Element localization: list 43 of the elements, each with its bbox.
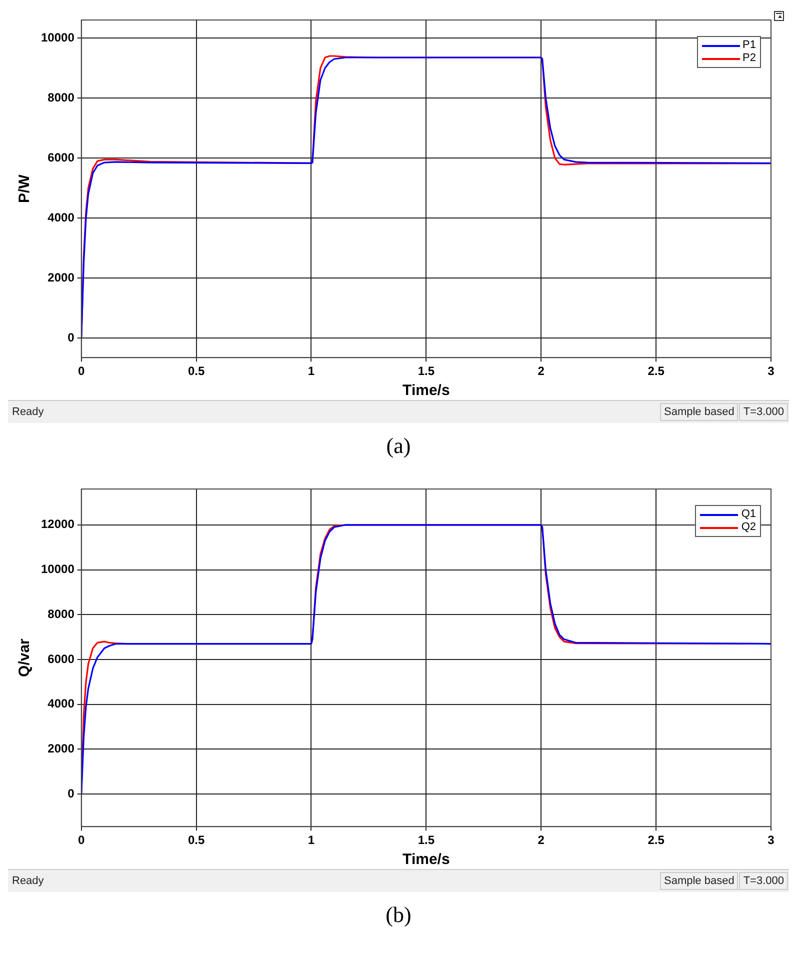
y-tick-label: 0 [68, 330, 75, 344]
y-tick-label: 10000 [40, 562, 75, 576]
x-tick-label: 0 [78, 833, 86, 848]
x-tick-label: 2.5 [648, 833, 665, 848]
x-tick-label: 2 [538, 833, 545, 848]
text: Sample based [660, 872, 738, 890]
legend-label: P1 [742, 39, 756, 52]
y-tick-label: 0 [68, 786, 75, 800]
x-tick-label: 0.5 [188, 364, 205, 378]
legend-label: P2 [742, 52, 756, 65]
legend-label: Q1 [741, 508, 756, 521]
text: Sample based [660, 403, 738, 421]
x-tick-label: 1.5 [418, 833, 435, 848]
y-tick-label: 2000 [48, 270, 75, 284]
x-tick-label: 1 [308, 833, 315, 848]
y-tick-label: 2000 [48, 742, 75, 756]
x-tick-label: 2.5 [648, 364, 665, 378]
x-tick-label: 0.5 [188, 833, 205, 848]
text: T=3.000 [739, 403, 788, 421]
y-axis-title: P/W [16, 174, 34, 203]
legend-label: Q2 [741, 521, 756, 534]
x-tick-label: 0 [78, 364, 86, 378]
x-tick-label: 1 [308, 364, 315, 378]
x-axis-title: Time/s [402, 851, 450, 868]
y-tick-label: 10000 [40, 30, 75, 44]
x-axis-title: Time/s [402, 382, 450, 400]
y-axis-title: Q/var [16, 638, 34, 677]
y-tick-label: 8000 [48, 90, 75, 104]
x-tick-label: 1.5 [418, 364, 435, 378]
y-tick-label: 8000 [48, 606, 75, 621]
y-tick-label: 6000 [48, 652, 75, 666]
x-tick-label: 3 [768, 833, 775, 848]
text: (b) [384, 901, 412, 929]
x-tick-label: 2 [538, 364, 545, 378]
y-tick-label: 4000 [48, 210, 75, 224]
text: (a) [385, 432, 412, 460]
y-tick-label: 6000 [48, 150, 75, 164]
y-tick-label: 4000 [48, 696, 75, 711]
y-tick-label: 12000 [40, 517, 75, 532]
text: T=3.000 [739, 872, 788, 890]
x-tick-label: 3 [768, 364, 775, 378]
text: Ready [11, 406, 45, 418]
text: Ready [11, 875, 45, 887]
